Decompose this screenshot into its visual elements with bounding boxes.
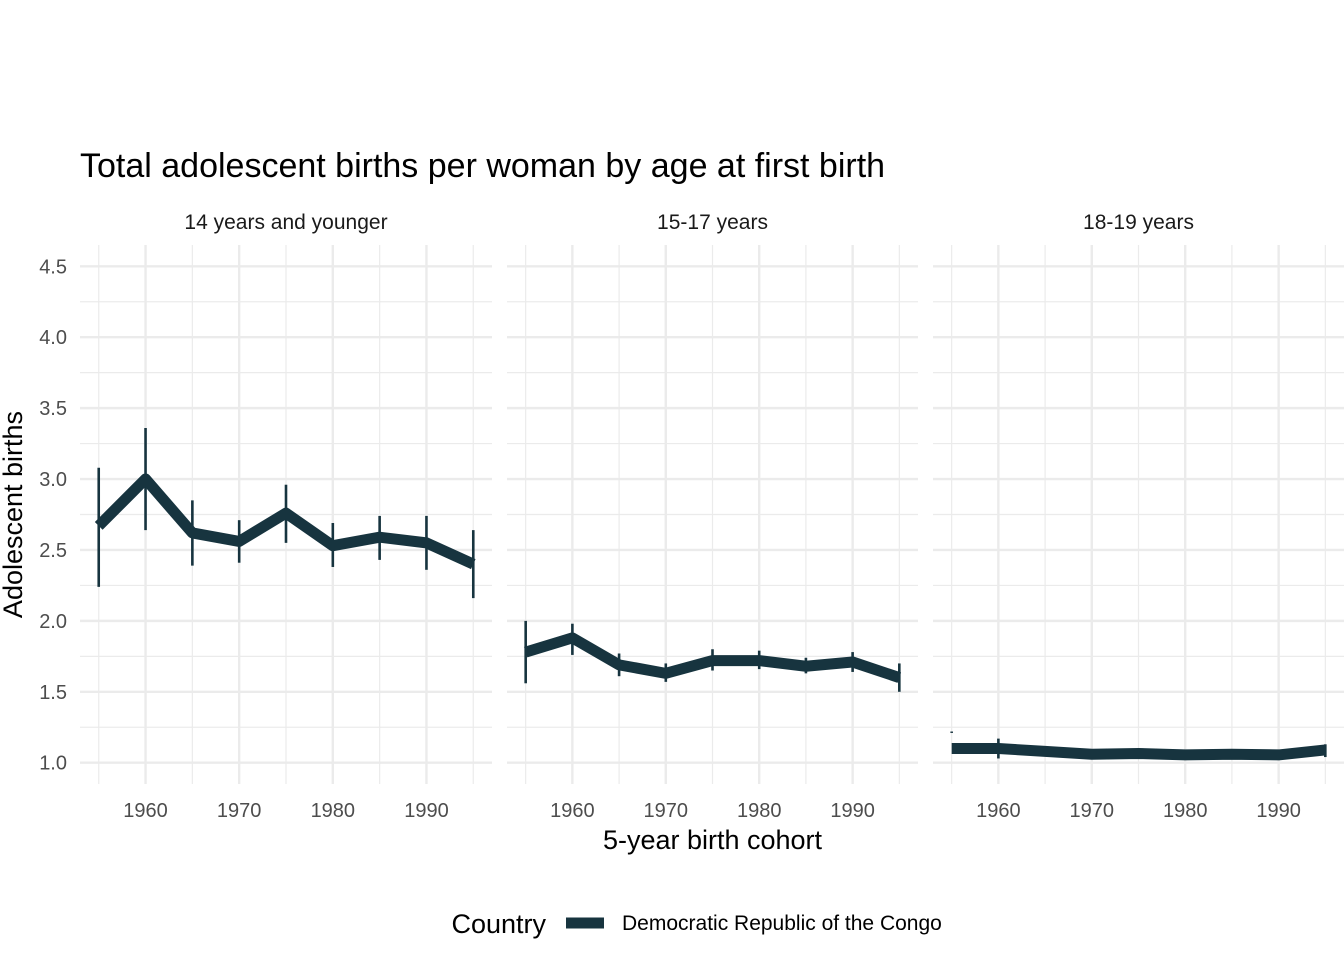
y-tick-label: 2.0 [39, 611, 67, 633]
x-tick-label: 1980 [311, 800, 356, 822]
x-tick-label: 1960 [550, 800, 595, 822]
x-tick-label: 1990 [1256, 800, 1301, 822]
x-tick-label: 1980 [1163, 800, 1208, 822]
x-tick-label: 1960 [976, 800, 1021, 822]
legend-title: Country [451, 909, 546, 939]
x-axis-label: 5-year birth cohort [603, 825, 823, 855]
y-tick-label: 1.5 [39, 682, 67, 704]
x-tick-label: 1990 [404, 800, 449, 822]
x-tick-label: 1960 [123, 800, 168, 822]
x-tick-label: 1970 [1070, 800, 1115, 822]
chart-title: Total adolescent births per woman by age… [80, 147, 885, 185]
facet-label: 15-17 years [657, 211, 768, 234]
y-axis-label: Adolescent births [0, 411, 28, 618]
legend-label: Democratic Republic of the Congo [622, 912, 942, 935]
x-tick-label: 1970 [217, 800, 262, 822]
series-line [94, 473, 476, 570]
x-tick-label: 1990 [830, 800, 875, 822]
y-tick-label: 3.5 [39, 398, 67, 420]
series-line [524, 632, 902, 683]
y-tick-label: 1.0 [39, 753, 67, 775]
x-tick-label: 1970 [644, 800, 689, 822]
y-tick-label: 2.5 [39, 540, 67, 562]
series-line [951, 743, 1326, 761]
y-tick-label: 4.5 [39, 256, 67, 278]
facet-label: 18-19 years [1083, 211, 1194, 234]
y-tick-label: 4.0 [39, 327, 67, 349]
x-tick-label: 1980 [737, 800, 782, 822]
facet-label: 14 years and younger [184, 211, 387, 234]
y-tick-label: 3.0 [39, 469, 67, 491]
